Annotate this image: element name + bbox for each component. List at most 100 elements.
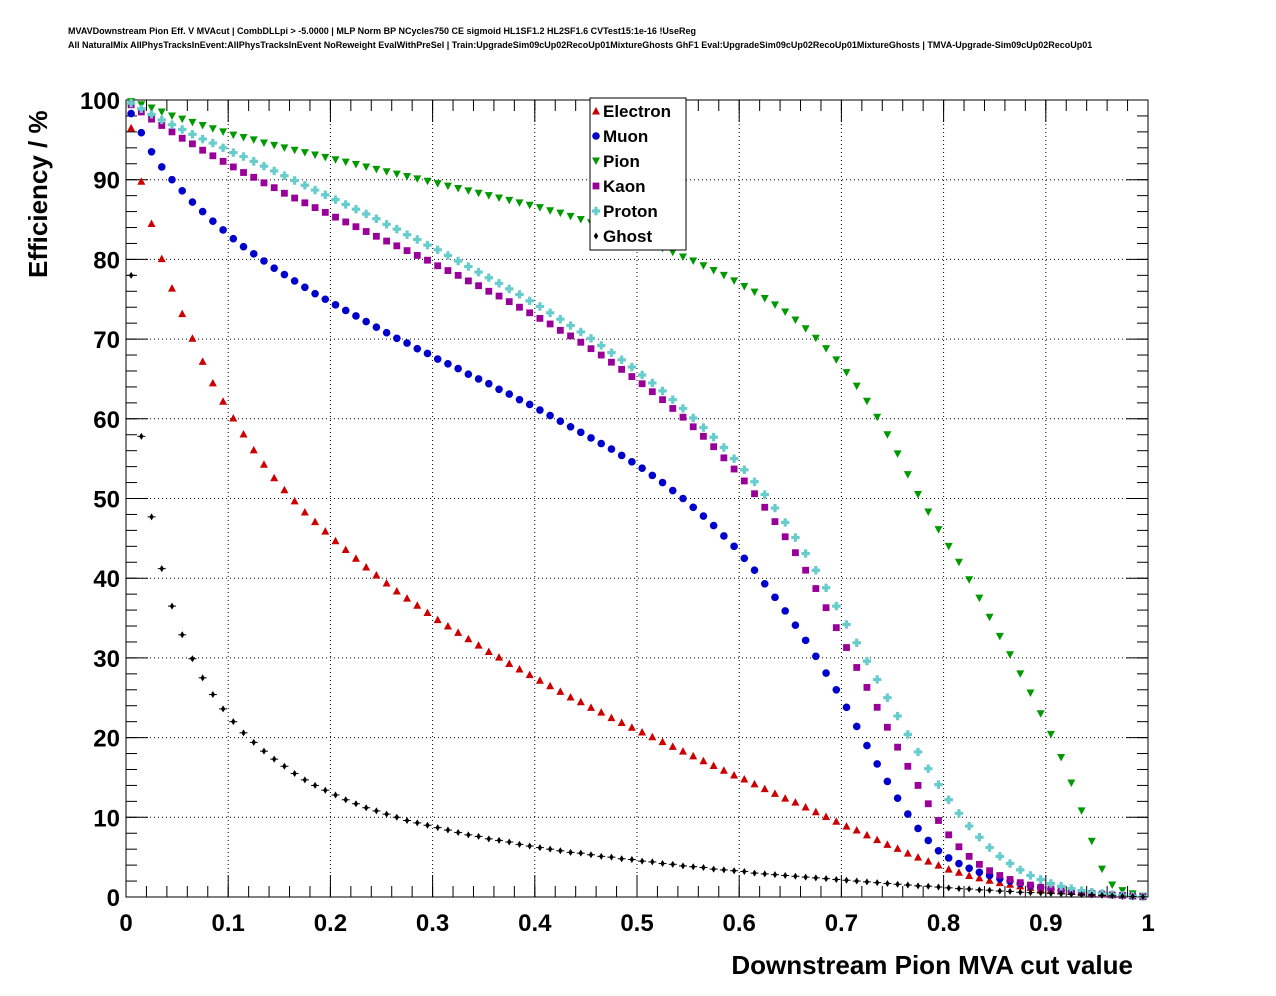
electron-point	[730, 771, 739, 779]
muon-point	[771, 593, 779, 602]
pion-point	[1057, 754, 1066, 762]
proton-point	[668, 395, 677, 404]
ghost-point	[956, 885, 962, 893]
electron-point	[454, 628, 463, 636]
proton-point	[607, 348, 616, 357]
y-tick-label: 100	[80, 88, 120, 115]
pion-point	[464, 187, 473, 195]
kaon-point	[434, 262, 442, 270]
legend-label-ghost: Ghost	[603, 227, 652, 246]
muon-point	[576, 428, 585, 437]
proton-point	[392, 224, 402, 234]
muon-point	[147, 148, 156, 156]
proton-point	[188, 130, 197, 139]
kaon-point	[577, 338, 585, 346]
ghost-point	[650, 858, 655, 866]
proton-point	[1067, 884, 1076, 893]
electron-point	[617, 718, 626, 726]
electron-point	[811, 807, 820, 816]
kaon-point	[924, 800, 932, 808]
kaon-point	[608, 358, 615, 366]
electron-point	[985, 876, 994, 884]
pion-point	[147, 104, 156, 112]
pion-point	[290, 146, 299, 155]
ghost-point	[885, 879, 890, 887]
ghost-point	[915, 882, 921, 890]
proton-point	[689, 413, 698, 423]
proton-point	[290, 176, 299, 185]
electron-point	[638, 728, 647, 736]
proton-point	[259, 161, 269, 171]
proton-point	[1036, 875, 1045, 884]
proton-point	[913, 747, 923, 757]
kaon-point	[148, 115, 155, 123]
pion-point	[433, 180, 442, 188]
muon-point	[832, 685, 841, 694]
kaon-point	[1016, 879, 1024, 887]
kaon-point	[1037, 884, 1045, 891]
ghost-point	[660, 860, 665, 868]
proton-point	[719, 443, 729, 452]
y-tick-label: 40	[93, 566, 120, 593]
kaon-point	[904, 762, 912, 770]
electron-point	[208, 378, 217, 387]
proton-point	[239, 152, 248, 161]
electron-point	[699, 756, 708, 765]
y-tick-label: 30	[93, 646, 120, 673]
pion-point	[730, 277, 739, 285]
ghost-point	[864, 878, 870, 886]
muon-point	[863, 741, 871, 750]
series-ghost	[127, 271, 1147, 901]
kaon-point	[464, 277, 472, 285]
electron-point	[832, 817, 841, 825]
muon-point	[944, 854, 953, 862]
proton-point	[1077, 886, 1086, 895]
x-tick-label: 0.8	[927, 910, 960, 937]
proton-point	[310, 185, 320, 195]
kaon-point	[454, 271, 462, 279]
muon-point	[822, 669, 830, 677]
ghost-point	[394, 813, 400, 821]
kaon-point	[587, 345, 595, 353]
legend-marker-kaon	[592, 182, 600, 190]
muon-point	[525, 400, 534, 409]
electron-point	[658, 737, 667, 746]
ghost-point	[680, 862, 686, 870]
muon-point	[607, 445, 616, 453]
pion-point	[975, 594, 984, 603]
muon-point	[699, 512, 708, 520]
pion-point	[689, 257, 698, 265]
x-tick-label: 0.9	[1029, 910, 1062, 937]
ghost-point	[139, 432, 144, 440]
proton-point	[1005, 859, 1015, 868]
electron-point	[403, 594, 412, 602]
ghost-point	[823, 875, 829, 883]
muon-point	[249, 250, 258, 258]
series-muon	[127, 109, 1147, 901]
muon-point	[168, 175, 176, 184]
muon-point	[852, 722, 861, 731]
ghost-point	[619, 855, 624, 863]
muon-point	[546, 411, 554, 420]
pion-point	[1118, 887, 1127, 895]
ghost-point	[813, 874, 819, 882]
ghost-point	[854, 877, 859, 885]
proton-point	[433, 245, 442, 255]
pion-point	[944, 542, 953, 551]
proton-point	[995, 852, 1005, 861]
kaon-point	[863, 683, 871, 691]
proton-point	[924, 764, 933, 773]
pion-point	[341, 158, 350, 167]
muon-point	[433, 355, 442, 363]
kaon-point	[638, 380, 646, 388]
muon-point	[720, 532, 728, 540]
electron-point	[495, 653, 504, 661]
ghost-point	[782, 871, 788, 879]
ghost-point	[333, 791, 338, 799]
kaon-point	[873, 703, 881, 711]
muon-point	[444, 360, 452, 368]
muon-point	[883, 777, 892, 786]
proton-point	[1016, 865, 1025, 875]
electron-point	[239, 429, 248, 438]
kaon-point	[393, 242, 401, 250]
